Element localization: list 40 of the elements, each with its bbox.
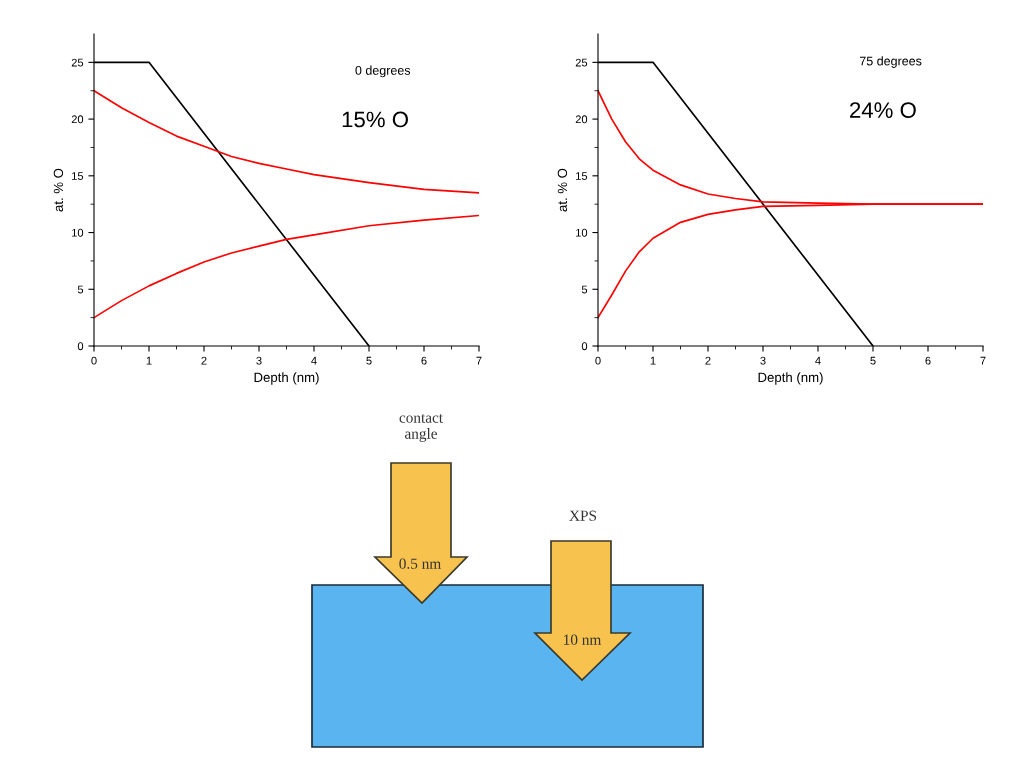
y-tick-label: 15 [576, 172, 588, 180]
x-tick-label: 7 [980, 356, 986, 365]
y-axis-title: at. % O [53, 168, 64, 212]
y-tick-label: 20 [71, 115, 84, 124]
y-tick-label: 25 [575, 58, 588, 67]
text: contact angle [399, 414, 443, 442]
x-tick-label: 3 [760, 356, 766, 365]
y-axis-title: at. % O [557, 168, 568, 212]
x-tick-label: 5 [366, 356, 372, 365]
x-tick-label: 6 [421, 356, 427, 365]
y-tick-label: 5 [581, 285, 588, 294]
x-tick-label: 6 [925, 356, 931, 365]
annotation: 75 degrees [859, 56, 922, 68]
annotation: 15% O [342, 111, 408, 128]
x-tick-label: 5 [870, 356, 876, 365]
x-tick-label: 0 [595, 356, 601, 365]
x-tick-label: 1 [146, 356, 152, 365]
x-tick-label: 2 [201, 356, 207, 365]
annotation: 24% O [850, 102, 916, 118]
x-tick-label: 7 [476, 356, 482, 365]
x-tick-label: 3 [256, 356, 262, 365]
x-tick-label: 0 [91, 356, 97, 365]
text: XPS [569, 510, 597, 521]
text: 0.5 nm [399, 558, 441, 569]
x-tick-label: 4 [815, 356, 821, 365]
y-tick-label: 15 [72, 172, 84, 180]
x-axis-title: Depth (nm) [758, 372, 823, 385]
x-axis-title: Depth (nm) [254, 372, 319, 385]
x-tick-label: 1 [650, 356, 656, 365]
y-tick-label: 5 [77, 285, 84, 294]
text: 10 nm [564, 634, 602, 645]
y-tick-label: 0 [77, 342, 84, 351]
y-tick-label: 10 [72, 228, 84, 237]
y-tick-label: 0 [581, 342, 588, 351]
y-tick-label: 10 [576, 228, 588, 237]
x-tick-label: 2 [705, 356, 711, 365]
y-tick-label: 25 [71, 58, 84, 67]
x-tick-label: 4 [311, 356, 317, 365]
annotation: 0 degrees [355, 65, 411, 78]
y-tick-label: 20 [575, 115, 588, 124]
